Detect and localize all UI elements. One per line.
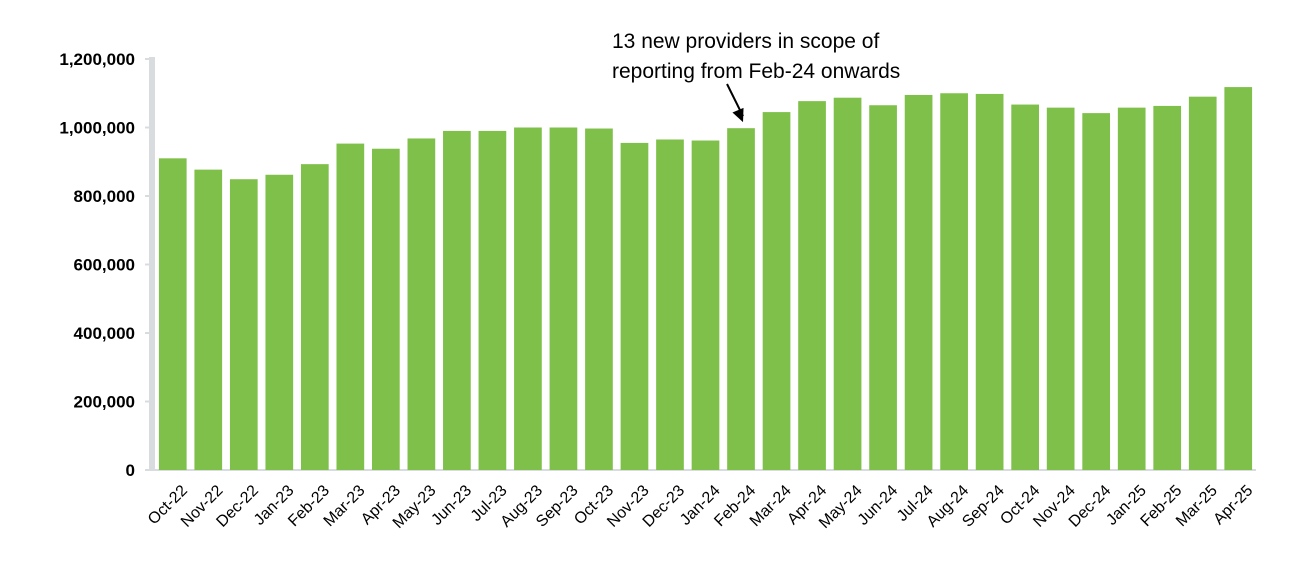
y-tick-label: 800,000 [74,187,135,206]
x-tick-label: Jun-24 [855,482,902,529]
bar-dec-23 [656,139,684,471]
y-tick-label: 200,000 [74,393,135,412]
bar-sep-24 [975,93,1004,470]
bar-mar-23 [336,143,365,470]
bar-oct-22 [158,158,187,470]
annotation-text: 13 new providers in scope of [612,30,879,53]
y-axis-line [149,57,155,470]
bar-nov-24 [1046,107,1075,470]
bar-dec-24 [1082,113,1111,471]
bar-feb-23 [300,164,329,470]
bar-jun-23 [443,130,471,471]
bar-oct-23 [585,128,613,470]
bar-may-23 [407,138,436,470]
annotation-arrow-head [732,107,744,123]
bar-apr-24 [798,101,826,470]
bar-jan-24 [691,140,720,470]
y-tick-label: 1,200,000 [59,50,135,69]
bar-feb-25 [1153,105,1182,471]
bar-apr-23 [372,148,400,471]
bar-oct-24 [1011,104,1039,471]
y-tick-label: 600,000 [74,256,135,275]
bar-jan-25 [1117,107,1146,470]
x-tick-label: Apr-25 [1210,482,1256,528]
x-tick-label: Jun-23 [428,482,475,529]
bar-apr-25 [1224,87,1253,471]
bar-nov-22 [194,169,223,470]
annotation-text: reporting from Feb-24 onwards [612,60,900,83]
bar-mar-24 [762,112,791,471]
bar-jan-23 [265,174,294,470]
x-axis-labels: Oct-22Nov-22Dec-22Jan-23Feb-23Mar-23Apr-… [145,482,1257,532]
y-tick-label: 1,000,000 [59,119,135,138]
annotation: 13 new providers in scope of reporting fr… [612,30,900,123]
bar-nov-23 [620,142,649,470]
bar-aug-23 [514,127,542,470]
bar-dec-22 [229,179,258,470]
bar-may-24 [833,97,862,470]
bar-jul-23 [478,130,507,471]
bars [158,87,1253,471]
bar-feb-24 [727,128,755,470]
bar-sep-23 [549,127,578,470]
y-tick-label: 0 [126,461,135,480]
bar-mar-25 [1188,96,1217,471]
y-tick-label: 400,000 [74,324,135,343]
bar-aug-24 [940,93,968,470]
bar-jul-24 [904,94,933,471]
bar-jun-24 [869,105,897,471]
